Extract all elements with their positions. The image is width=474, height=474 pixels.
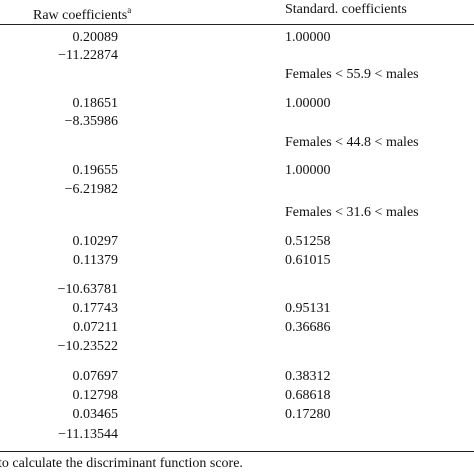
bottom-rule [0, 451, 474, 452]
raw-coefficient: 0.12798 [72, 388, 119, 403]
raw-coefficient: 0.17743 [72, 301, 119, 316]
header-raw: Raw coefficientsa [33, 2, 131, 24]
raw-coefficient: 0.10297 [72, 234, 119, 249]
raw-coefficient: 0.20089 [72, 30, 119, 45]
standard-coefficient: 1.00000 [285, 96, 331, 111]
standard-coefficient: 0.51258 [285, 234, 331, 249]
raw-coefficient: 0.07697 [72, 369, 119, 384]
standard-coefficient: 0.68618 [285, 388, 331, 403]
standard-coefficient: 1.00000 [285, 30, 331, 45]
raw-coefficient: −8.35986 [64, 114, 118, 129]
standard-coefficient: 0.36686 [285, 320, 331, 335]
standard-coefficient: Females < 31.6 < males [285, 205, 419, 220]
raw-coefficient: 0.18651 [72, 96, 119, 111]
standard-coefficient: Females < 55.9 < males [285, 67, 419, 82]
raw-coefficient: 0.11379 [73, 253, 118, 268]
raw-coefficient: −10.63781 [57, 282, 118, 297]
standard-coefficient: 0.17280 [285, 407, 331, 422]
standard-coefficient: Females < 44.8 < males [285, 135, 419, 150]
standard-coefficient: 0.95131 [285, 301, 331, 316]
header-rule [0, 24, 474, 25]
raw-coefficient: −6.21982 [64, 182, 118, 197]
standard-coefficient: 0.61015 [285, 253, 331, 268]
footnote-mark: a [127, 5, 132, 15]
footer: to calculate the discriminant function s… [0, 456, 243, 471]
header-standard: Standard. coefficients [285, 2, 407, 17]
standard-coefficient: 1.00000 [285, 163, 331, 178]
standard-coefficient: 0.38312 [285, 369, 331, 384]
raw-coefficient: −10.23522 [57, 339, 118, 354]
raw-coefficient: 0.19655 [72, 163, 119, 178]
header-raw-text: Raw coefficients [33, 8, 128, 23]
raw-coefficient: −11.13544 [58, 427, 118, 442]
raw-coefficient: 0.03465 [72, 407, 119, 422]
raw-coefficient: 0.07211 [73, 320, 118, 335]
raw-coefficient: −11.22874 [58, 48, 118, 63]
